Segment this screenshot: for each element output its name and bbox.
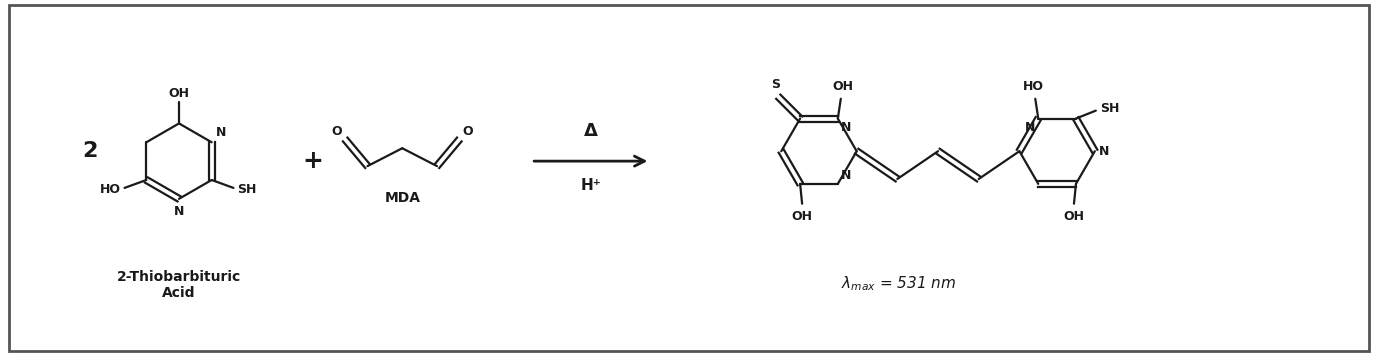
Text: SH: SH (1100, 102, 1119, 115)
Text: +: + (303, 149, 324, 173)
Text: S: S (770, 78, 780, 91)
Text: HO: HO (1022, 80, 1043, 93)
Text: MDA: MDA (384, 191, 420, 205)
Text: Δ: Δ (584, 122, 598, 140)
Text: Acid: Acid (163, 286, 196, 300)
Text: H⁺: H⁺ (580, 178, 601, 193)
Text: OH: OH (168, 87, 190, 100)
Text: OH: OH (791, 210, 813, 222)
Text: SH: SH (237, 183, 256, 197)
Text: O: O (332, 125, 342, 137)
Text: OH: OH (1064, 210, 1084, 222)
Text: OH: OH (832, 80, 853, 93)
Text: $\lambda_{max}$ = 531 nm: $\lambda_{max}$ = 531 nm (841, 274, 956, 293)
Text: HO: HO (99, 183, 120, 197)
Text: 2-Thiobarbituric: 2-Thiobarbituric (117, 270, 241, 284)
Text: N: N (215, 126, 226, 139)
FancyBboxPatch shape (10, 5, 1368, 351)
Text: N: N (841, 169, 852, 182)
Text: N: N (1025, 121, 1035, 134)
Text: N: N (1098, 145, 1109, 158)
Text: N: N (174, 205, 185, 218)
Text: O: O (462, 125, 473, 137)
Text: N: N (841, 121, 852, 134)
Text: 2: 2 (83, 141, 98, 161)
